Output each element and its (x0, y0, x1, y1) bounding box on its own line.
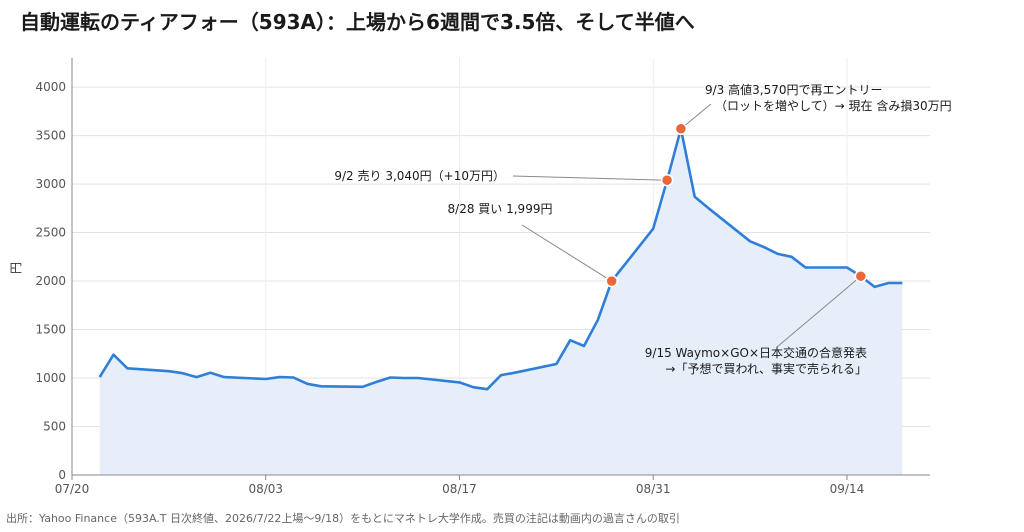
x-tick-label: 08/31 (636, 482, 671, 496)
annotation-label: 9/2 売り 3,040円（+10万円） (334, 168, 505, 183)
y-tick-label: 3500 (35, 129, 66, 143)
y-tick-label: 1000 (35, 371, 66, 385)
price-line (98, 127, 903, 391)
price-area (99, 128, 903, 476)
trade-marker (854, 269, 868, 283)
trade-marker (660, 173, 674, 187)
source-note: 出所：Yahoo Finance（593A.T 日次終値、2026/7/22上場… (6, 512, 680, 525)
trade-markers (605, 122, 868, 288)
y-tick-label: 500 (43, 420, 66, 434)
annotation-leader-line (521, 224, 612, 282)
annotation-leader-line (680, 103, 712, 130)
annotation-leader-line (512, 175, 668, 181)
y-tick-label: 2000 (35, 274, 66, 288)
y-tick-label: 4000 (35, 80, 66, 94)
x-tick-label: 09/14 (830, 482, 865, 496)
y-axis-label: 円 (9, 262, 23, 274)
annotation-label: 8/28 買い 1,999円 (448, 202, 553, 216)
annotations: 8/28 買い 1,999円 9/2 売り 3,040円（+10万円） 9/3 高値… (334, 82, 951, 376)
series-area-fill (99, 128, 903, 476)
annotation: 9/3 高値3,570円で再エントリー（ロットを増やして）→ 現在 含み損30万… (680, 82, 952, 130)
annotation-leader-line (776, 275, 862, 348)
annotation-label: （ロットを増やして）→ 現在 含み損30万円 (715, 98, 952, 113)
annotation-label: →「予想で買われ、事実で売られる」 (665, 361, 867, 376)
y-tick-label: 0 (58, 468, 66, 482)
annotation-label: 9/3 高値3,570円で再エントリー (705, 82, 882, 97)
trade-marker (674, 122, 688, 136)
series-line (98, 127, 903, 391)
y-tick-label: 3000 (35, 177, 66, 191)
x-tick-label: 08/17 (442, 482, 477, 496)
annotation: 8/28 買い 1,999円 (448, 202, 612, 282)
annotation-label: 9/15 Waymo×GO×日本交通の合意発表 (645, 345, 867, 360)
axes: 0 500 1000 1500 2000 2500 3000 3500 4000 07/20 08/… (35, 58, 930, 496)
x-tick-label: 07/20 (55, 482, 90, 496)
annotation: 9/15 Waymo×GO×日本交通の合意発表→「予想で買われ、事実で売られる」 (645, 275, 867, 376)
y-tick-label: 1500 (35, 323, 66, 337)
x-tick-label: 08/03 (248, 482, 283, 496)
y-tick-label: 2500 (35, 226, 66, 240)
chart-title: 自動運転のティアフォー（593A）：上場から6週間で3.5倍、そして半値へ (20, 10, 695, 34)
annotation: 9/2 売り 3,040円（+10万円） (334, 168, 668, 183)
trade-marker (605, 274, 618, 288)
